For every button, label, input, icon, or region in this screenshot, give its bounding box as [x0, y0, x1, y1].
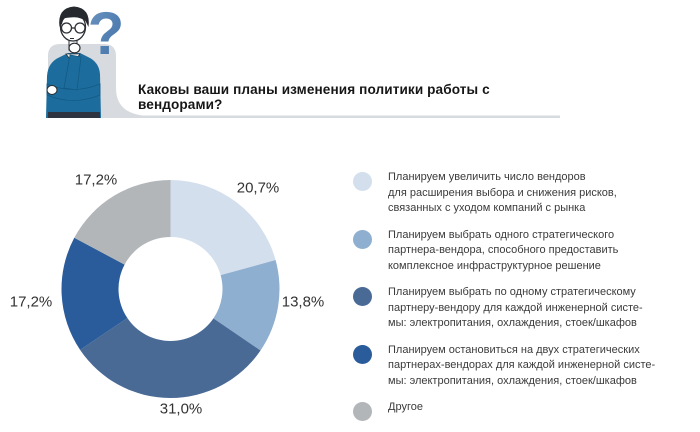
donut-percent-label: 17,2%: [74, 171, 118, 189]
donut-segment: [80, 318, 261, 398]
legend-label: Планируем увеличить число вендоров для р…: [388, 171, 617, 214]
donut-segment: [170, 180, 276, 276]
donut-segment: [213, 260, 280, 351]
legend-item: Планируем выбрать по одному стратегическ…: [353, 285, 655, 332]
legend-swatch-icon: [353, 229, 372, 249]
legend-swatch-icon: [353, 172, 372, 191]
donut-segment: [61, 237, 128, 350]
legend-label: Другое: [388, 401, 423, 413]
donut-percent-label: 31,0%: [159, 400, 203, 418]
legend-item: Другое: [353, 400, 655, 421]
legend-swatch-icon: [353, 402, 372, 421]
donut-percent-label: 13,8%: [281, 293, 325, 311]
legend-swatch-icon: [353, 344, 372, 364]
donut-segment: [74, 180, 171, 265]
legend-label: Планируем выбрать по одному стратегическ…: [388, 286, 643, 329]
thinking-person-illustration: ?: [46, 0, 560, 118]
question-mark-icon: ?: [88, 0, 125, 67]
legend-label: Планируем выбрать одного стратегического…: [388, 228, 619, 272]
legend-label: Планируем остановиться на двух стратегич…: [388, 343, 656, 387]
legend: Планируем увеличить число вендоров для р…: [353, 170, 655, 421]
donut-percent-label: 20,7%: [236, 179, 280, 197]
legend-item: Планируем увеличить число вендоров для р…: [353, 170, 655, 217]
legend-swatch-icon: [353, 287, 372, 306]
donut-chart: [61, 180, 280, 398]
legend-item: Планируем остановиться на двух стратегич…: [353, 343, 655, 390]
person-figure: [46, 6, 101, 118]
chart-question-title: Каковы ваши планы изменения политики раб…: [138, 82, 490, 112]
legend-item: Планируем выбрать одного стратегического…: [353, 228, 655, 275]
donut-percent-label: 17,2%: [9, 293, 53, 311]
